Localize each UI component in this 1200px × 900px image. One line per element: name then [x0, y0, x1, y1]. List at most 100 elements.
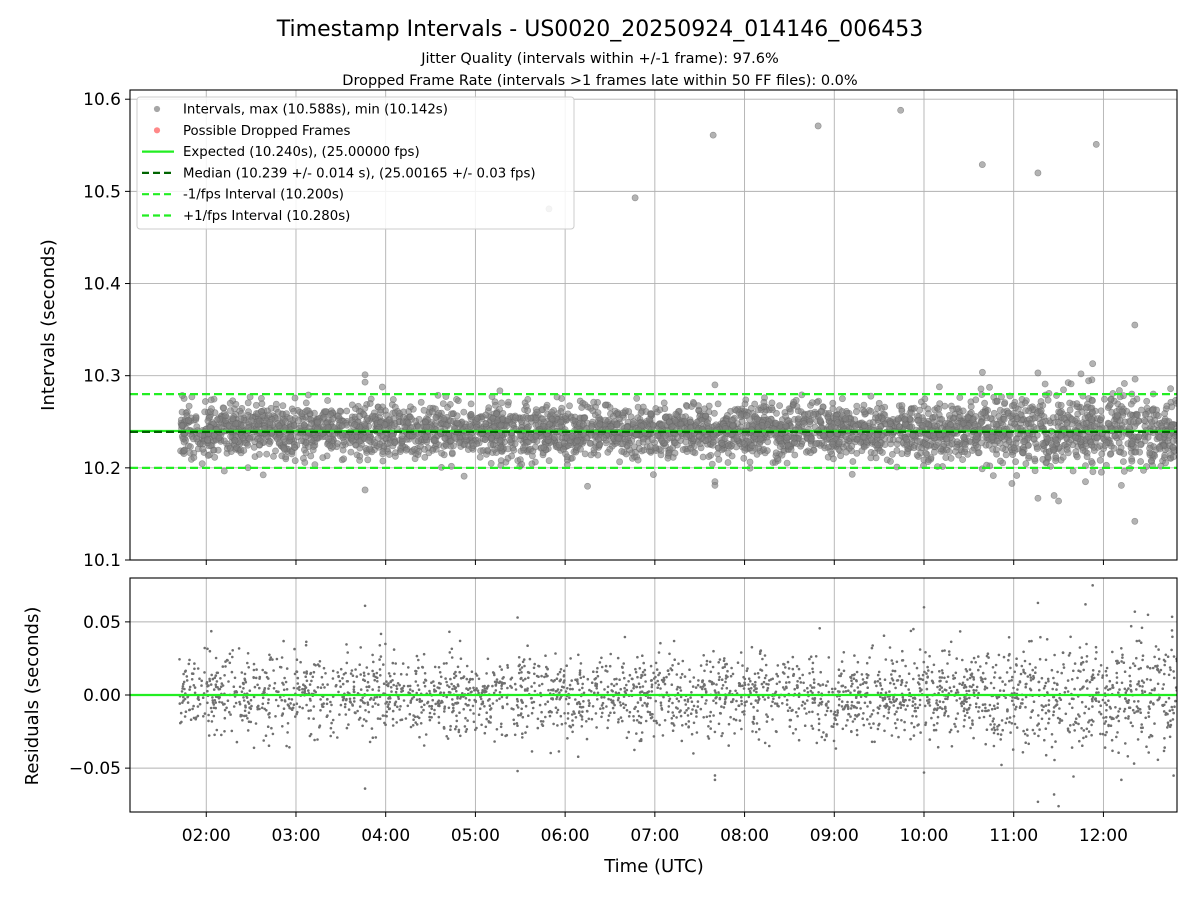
intervals-data-point — [401, 423, 409, 431]
intervals-data-point — [247, 417, 255, 425]
residuals-data-point — [724, 680, 727, 684]
residuals-data-point — [1140, 626, 1144, 630]
intervals-data-point — [737, 411, 745, 419]
residuals-data-point — [206, 689, 209, 693]
intervals-data-point — [718, 446, 726, 454]
intervals-outlier-point — [1117, 481, 1125, 489]
residuals-data-point — [220, 733, 223, 737]
intervals-data-point — [758, 421, 766, 429]
intervals-data-point — [616, 458, 623, 466]
intervals-outlier-point — [361, 486, 369, 494]
residuals-data-point — [521, 660, 525, 664]
intervals-data-point — [842, 415, 849, 422]
intervals-data-point — [1033, 445, 1041, 452]
residuals-data-point — [1082, 668, 1085, 672]
residuals-data-point — [1052, 676, 1055, 680]
residuals-data-point — [524, 731, 527, 734]
residuals-data-point — [928, 654, 931, 658]
residuals-data-point — [990, 707, 994, 711]
intervals-data-point — [650, 471, 657, 478]
residuals-data-point — [331, 718, 335, 722]
residuals-data-point — [268, 716, 271, 719]
residuals-data-point — [544, 715, 547, 719]
intervals-data-point — [909, 431, 916, 439]
residuals-data-point — [853, 654, 856, 657]
residuals-data-point — [997, 723, 1001, 727]
intervals-data-point — [774, 455, 781, 463]
intervals-data-point — [506, 436, 514, 444]
intervals-data-point — [887, 457, 894, 465]
residuals-data-point — [638, 685, 642, 689]
residuals-data-point — [749, 687, 753, 690]
residuals-data-point — [1140, 723, 1143, 726]
intervals-data-point — [477, 447, 484, 455]
residuals-data-point — [519, 713, 522, 717]
intervals-data-point — [1098, 450, 1106, 458]
residuals-data-point — [655, 668, 659, 671]
intervals-data-point — [931, 422, 938, 430]
residuals-data-point — [319, 709, 322, 712]
intervals-data-point — [184, 416, 192, 424]
residuals-data-point — [352, 685, 356, 688]
intervals-data-point — [837, 452, 844, 460]
residuals-data-point — [627, 730, 630, 734]
intervals-data-point — [421, 433, 429, 441]
residuals-data-point — [749, 679, 752, 683]
residuals-data-point — [934, 728, 938, 732]
intervals-data-point — [838, 408, 846, 415]
residuals-data-point — [747, 687, 751, 691]
intervals-data-point — [787, 408, 794, 415]
residuals-data-point — [247, 711, 251, 714]
residuals-data-point — [220, 701, 224, 704]
residuals-data-point — [671, 711, 674, 714]
intervals-data-point — [825, 409, 833, 417]
residuals-data-point — [1163, 737, 1166, 740]
residuals-data-point — [530, 685, 533, 688]
intervals-data-point — [1036, 420, 1044, 427]
residuals-data-point — [838, 698, 841, 701]
residuals-data-point — [791, 708, 794, 712]
intervals-outlier-point — [1131, 321, 1139, 329]
residuals-data-point — [918, 677, 921, 681]
residuals-data-point — [506, 666, 510, 669]
residuals-data-point — [977, 668, 980, 672]
intervals-data-point — [319, 454, 327, 461]
residuals-data-point — [722, 659, 726, 663]
residuals-data-point — [1031, 728, 1035, 732]
intervals-data-point — [518, 460, 526, 468]
intervals-data-point — [853, 408, 860, 416]
residuals-data-point — [285, 688, 289, 691]
intervals-data-point — [1019, 449, 1027, 457]
residuals-data-point — [869, 715, 872, 718]
intervals-data-point — [201, 398, 209, 405]
intervals-data-point — [714, 400, 722, 408]
residuals-data-point — [654, 681, 657, 685]
residuals-data-point — [1040, 676, 1044, 680]
intervals-data-point — [282, 453, 289, 461]
intervals-data-point — [1079, 446, 1087, 454]
residuals-data-point — [1103, 701, 1107, 705]
intervals-data-point — [589, 407, 597, 415]
residuals-data-point — [1127, 715, 1130, 718]
residuals-data-point — [640, 715, 643, 719]
residuals-data-point — [1135, 688, 1138, 691]
residuals-data-point — [763, 654, 767, 657]
residuals-data-point — [500, 733, 504, 736]
residuals-data-point — [1028, 673, 1032, 677]
residuals-data-point — [221, 665, 225, 668]
residuals-data-point — [544, 672, 548, 676]
intervals-data-point — [596, 420, 604, 428]
intervals-data-point — [953, 423, 961, 430]
residuals-data-point — [708, 714, 712, 718]
residuals-data-point — [882, 714, 886, 718]
intervals-data-point — [206, 423, 214, 431]
intervals-data-point — [969, 416, 977, 423]
intervals-data-point — [810, 411, 818, 418]
residuals-data-point — [558, 670, 562, 674]
intervals-data-point — [356, 452, 364, 460]
residuals-data-point — [775, 702, 779, 705]
residuals-data-point — [428, 711, 432, 715]
residuals-data-point — [866, 718, 869, 721]
residuals-data-point — [606, 691, 609, 694]
intervals-data-point — [450, 442, 457, 450]
